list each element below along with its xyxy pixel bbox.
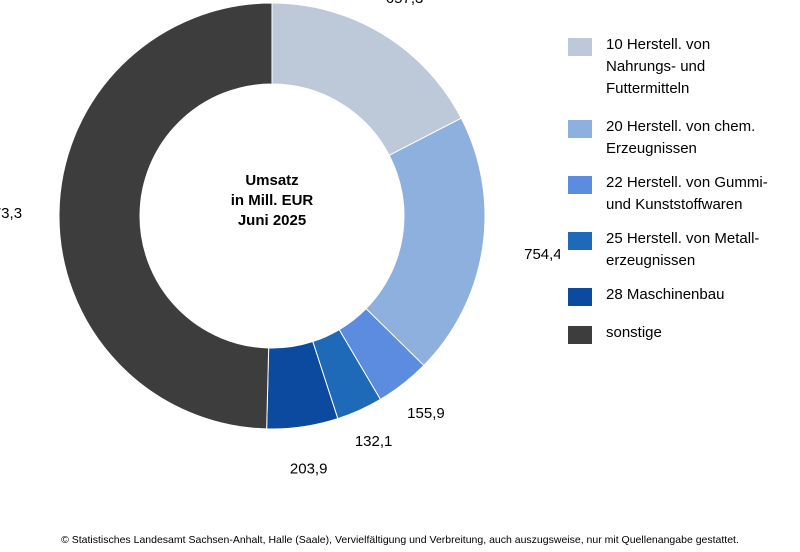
donut-chart: 657,3 754,4 155,9 132,1 203,9 1 873,3 Umsatz …: [0, 0, 560, 477]
legend-label: 22 Herstell. von Gummi-und Kunststoffwar…: [606, 172, 800, 216]
legend-label: 10 Herstell. von Nahrungs- und Futtermitte…: [606, 34, 800, 100]
donut-slice-6: [58, 2, 273, 430]
legend-swatch: [568, 120, 592, 138]
legend-label-line: 22 Herstell. von Gummi-: [606, 174, 768, 191]
legend-swatch: [568, 288, 592, 306]
legend-label-line: 28 Maschinenbau: [606, 286, 725, 303]
slice-value-labels: 657,3 754,4 155,9 132,1 203,9 1 873,3: [0, 0, 560, 477]
legend-label-line: sonstige: [606, 324, 662, 341]
legend-label-line: erzeugnissen: [606, 252, 696, 269]
slice-value-label-6: 1 873,3: [0, 205, 22, 222]
legend-label-line: Nahrungs- und: [606, 58, 706, 75]
legend-label-line: Erzeugnissen: [606, 140, 697, 157]
legend-label-line: Futtermitteln: [606, 80, 690, 97]
center-title-line-2: in Mill. EUR: [231, 192, 314, 209]
legend-swatch: [568, 38, 592, 56]
donut-slices: [58, 2, 486, 430]
legend-label: 28 Maschinenbau: [606, 284, 800, 306]
legend-label-line: 10 Herstell. von: [606, 36, 711, 53]
legend-label-line: und Kunststoffwaren: [606, 196, 743, 213]
slice-value-label-1: 657,3: [386, 0, 424, 7]
slice-value-label-2: 754,4: [524, 246, 560, 263]
center-title-line-3: Juni 2025: [238, 212, 306, 229]
legend-label: sonstige: [606, 322, 800, 344]
slice-value-label-4: 132,1: [355, 433, 393, 450]
donut-center-title: Umsatz in Mill. EUR Juni 2025: [231, 172, 314, 229]
slice-value-label-3: 155,9: [407, 405, 445, 422]
legend-swatch: [568, 326, 592, 344]
legend-label: 20 Herstell. von chem. Erzeugnissen: [606, 116, 800, 160]
legend-swatch: [568, 232, 592, 250]
copyright-footer: © Statistisches Landesamt Sachsen-Anhalt…: [61, 534, 739, 546]
legend-label-line: 20 Herstell. von chem.: [606, 118, 756, 135]
center-title-line-1: Umsatz: [245, 172, 298, 189]
slice-value-label-5: 203,9: [290, 460, 328, 477]
legend-swatch: [568, 176, 592, 194]
legend-label-line: 25 Herstell. von Metall-: [606, 230, 760, 247]
legend-label: 25 Herstell. von Metall-erzeugnissen: [606, 228, 800, 272]
